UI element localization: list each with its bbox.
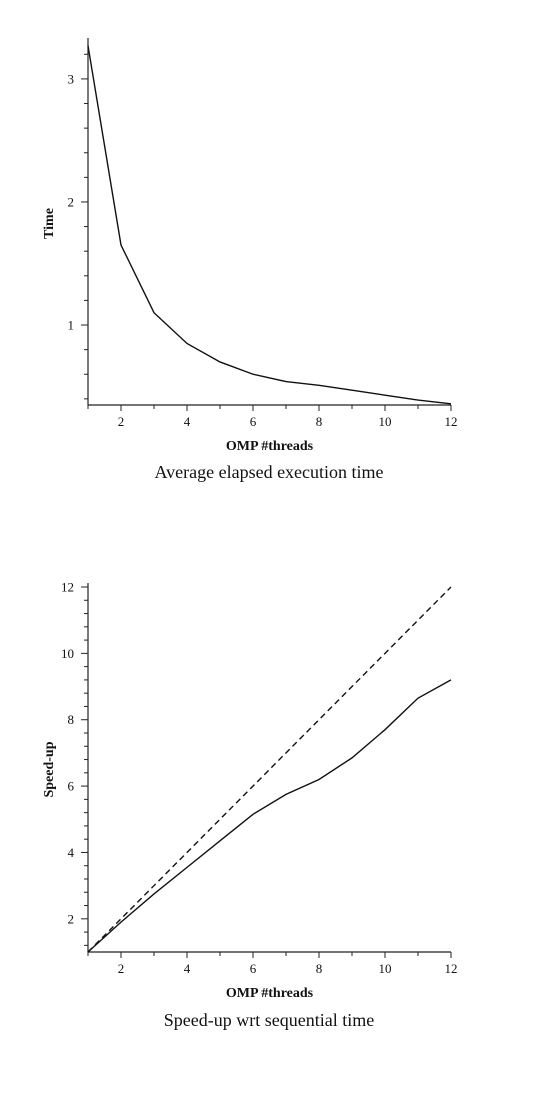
speedup-y-tick-label: 8 (68, 712, 75, 727)
time-x-tick-label: 6 (250, 414, 257, 429)
time-y-tick-label: 2 (68, 194, 75, 209)
speedup-x-tick-label: 4 (184, 961, 191, 976)
speedup-series-solid-line (87, 679, 452, 953)
speedup-series-dashed-line (87, 586, 452, 953)
speedup-x-axis-title: OMP #threads (226, 986, 314, 1001)
speedup-y-tick-label: 12 (61, 580, 74, 595)
time-y-axis-title: Time (42, 208, 57, 239)
speedup-y-tick-label: 2 (68, 911, 75, 926)
time-x-tick-label: 10 (379, 414, 392, 429)
speedup-x-tick-label: 12 (445, 961, 458, 976)
speedup-y-axis-title: Speed-up (42, 741, 57, 797)
speedup-x-tick-label: 2 (118, 961, 125, 976)
speedup-x-tick-label: 8 (316, 961, 323, 976)
time-x-tick-label: 8 (316, 414, 323, 429)
speedup-y-tick-label: 6 (68, 779, 75, 794)
time-x-tick-label: 12 (445, 414, 458, 429)
time-x-tick-label: 2 (118, 414, 125, 429)
time-x-axis-title: OMP #threads (226, 439, 314, 454)
time-x-tick-label: 4 (184, 414, 191, 429)
time-chart: 2 4 6 8 10 12 1 2 3 OMP #threads Time (0, 0, 538, 520)
speedup-chart-caption: Speed-up wrt sequential time (163, 1010, 375, 1030)
speedup-y-tick-label: 10 (61, 646, 74, 661)
speedup-y-tick-label: 4 (68, 845, 75, 860)
time-y-tick-label: 1 (68, 318, 75, 333)
time-chart-caption: Average elapsed execution time (154, 462, 384, 482)
time-y-tick-label: 3 (68, 71, 75, 86)
speedup-x-tick-label: 6 (250, 961, 257, 976)
speedup-chart-plot: 2 4 6 8 10 12 2 4 6 8 10 12 OMP #threads Speed-up (42, 580, 458, 1002)
speedup-chart: 2 4 6 8 10 12 2 4 6 8 10 12 OMP #threads Speed-up (0, 560, 538, 1096)
time-series-solid-line (87, 45, 452, 405)
speedup-x-tick-label: 10 (379, 961, 392, 976)
